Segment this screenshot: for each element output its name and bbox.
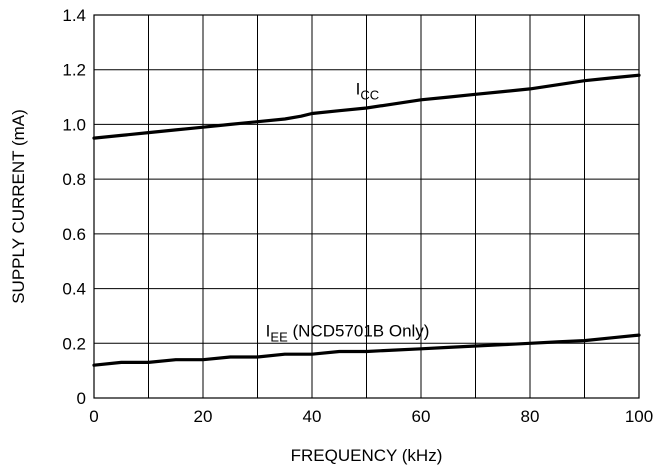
x-tick-label: 60 (412, 407, 431, 426)
y-tick-label: 0.4 (62, 280, 86, 299)
x-axis-label: FREQUENCY (kHz) (291, 446, 443, 465)
tick-labels: 0 20 40 60 80 100 0 0.2 0.4 0.6 0.8 1.0 1.2 1.4 (62, 6, 653, 426)
x-tick-label: 20 (194, 407, 213, 426)
y-tick-label: 0.6 (62, 225, 86, 244)
y-tick-label: 1.0 (62, 115, 86, 134)
series-label-icc: ICC (356, 79, 380, 102)
series-line-icc (92, 73, 641, 140)
x-tick-label: 0 (89, 407, 98, 426)
y-tick-label: 0.8 (62, 170, 86, 189)
series-lines (92, 73, 641, 367)
y-axis-label: SUPPLY CURRENT (mA) (9, 109, 28, 304)
y-tick-label: 0 (77, 389, 86, 408)
y-tick-label: 1.4 (62, 6, 86, 25)
y-tick-label: 0.2 (62, 334, 86, 353)
series-label-iee: IEE (NCD5701B Only) (266, 321, 430, 344)
x-tick-label: 100 (625, 407, 653, 426)
series-labels: ICC IEE (NCD5701B Only) (266, 79, 430, 344)
x-tick-label: 80 (521, 407, 540, 426)
series-line-iee (92, 333, 641, 367)
x-tick-label: 40 (303, 407, 322, 426)
y-tick-label: 1.2 (62, 61, 86, 80)
plot-frame (93, 14, 640, 399)
